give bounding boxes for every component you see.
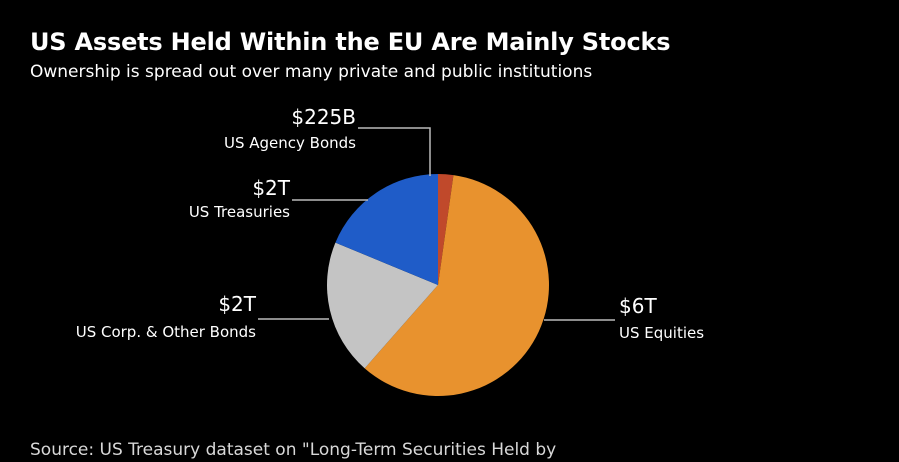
- pie-slice-corp: [326, 242, 438, 369]
- chart-subtitle: Ownership is spread out over many privat…: [30, 62, 593, 82]
- value-label-treasuries: $2T: [252, 176, 290, 200]
- source-note: Source: US Treasury dataset on "Long-Ter…: [30, 440, 557, 460]
- value-label-equities: $6T: [619, 294, 657, 318]
- value-label-corp: $2T: [218, 292, 256, 316]
- chart-title: US Assets Held Within the EU Are Mainly …: [30, 28, 671, 56]
- category-label-equities: US Equities: [619, 324, 704, 342]
- pie-slice-agency: [438, 174, 454, 285]
- category-label-agency: US Agency Bonds: [224, 134, 356, 152]
- value-label-agency: $225B: [291, 105, 356, 129]
- pie-slice-equities: [364, 175, 549, 396]
- leader-line-agency: [358, 127, 431, 176]
- category-label-corp: US Corp. & Other Bonds: [76, 323, 256, 341]
- pie-slice-treasuries: [335, 174, 438, 285]
- pie-slices: [326, 174, 549, 396]
- category-label-treasuries: US Treasuries: [189, 203, 290, 221]
